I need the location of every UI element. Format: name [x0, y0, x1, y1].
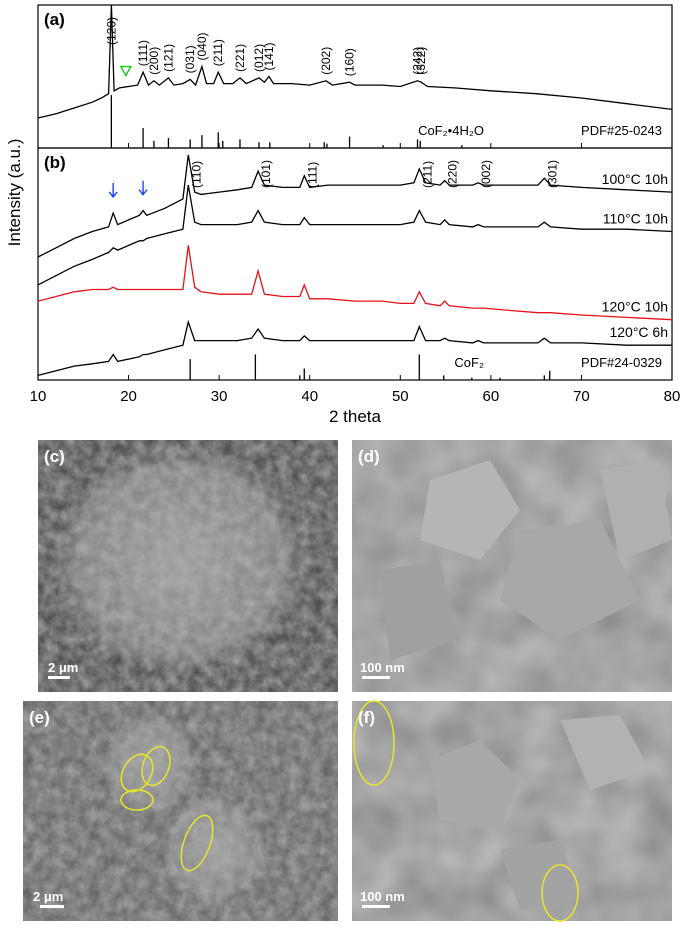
- peak-label: (242): [410, 47, 424, 75]
- peak-label: (211): [420, 161, 434, 188]
- x-tick-label: 70: [573, 388, 590, 405]
- peak-label: (040): [195, 32, 209, 60]
- y-axis-label: Intensity (a.u.): [5, 139, 24, 247]
- scale-bar-label: 2 μm: [33, 889, 63, 904]
- reference-card: PDF#24-0329: [581, 355, 662, 370]
- peak-label: (202): [319, 47, 333, 75]
- marker: [119, 65, 132, 77]
- panel-label: (c): [44, 447, 65, 466]
- x-tick-label: 60: [483, 388, 500, 405]
- scale-bar-label: 100 nm: [360, 889, 405, 904]
- xrd-curve: [37, 245, 673, 321]
- xrd-curve: [37, 4, 673, 119]
- peak-label: (160): [343, 48, 357, 76]
- peak-label: (301): [545, 160, 559, 188]
- xrd-curve: [37, 319, 672, 377]
- series-label: 100°C 10h: [602, 171, 668, 187]
- reference-name: CoF₂•4H₂O: [418, 123, 484, 138]
- reference-name: CoF₂: [454, 355, 484, 370]
- scale-bar-label: 100 nm: [360, 660, 405, 675]
- x-tick-label: 20: [120, 388, 137, 405]
- x-axis-label: 2 theta: [329, 407, 382, 426]
- peak-label: (211): [211, 39, 225, 66]
- x-tick-label: 30: [211, 388, 228, 405]
- panel-label: (b): [44, 153, 66, 172]
- reference-card: PDF#25-0243: [581, 123, 662, 138]
- panel-label: (d): [358, 447, 380, 466]
- peak-label: (121): [161, 44, 175, 72]
- series-label: 120°C 6h: [609, 324, 668, 340]
- peak-label: (101): [259, 160, 273, 188]
- panel-label: (e): [29, 708, 50, 727]
- peak-label: (012): [252, 44, 266, 72]
- series-label: 110°C 10h: [603, 211, 668, 227]
- peak-label: (322): [414, 47, 428, 75]
- xrd-curve: [37, 184, 673, 286]
- peak-label: (141): [262, 42, 276, 70]
- peak-label: (221): [233, 44, 247, 72]
- marker: [108, 182, 118, 199]
- panel-label: (a): [44, 10, 65, 29]
- peak-label: (031): [183, 45, 197, 73]
- peak-label: (120): [104, 17, 118, 45]
- plot-frame: [37, 147, 673, 381]
- series-label: 120°C 10h: [602, 299, 668, 315]
- scale-bar-label: 2 μm: [48, 660, 78, 675]
- x-tick-label: 50: [392, 388, 409, 405]
- peak-label: (111): [305, 162, 319, 188]
- peak-label: (200): [147, 47, 161, 75]
- panel-label: (f): [358, 708, 375, 727]
- x-tick-label: 80: [664, 388, 681, 405]
- peak-label: (220): [446, 160, 460, 188]
- marker: [138, 180, 148, 196]
- sem-d: (d) 100 nm: [352, 440, 672, 692]
- sem-e: (e) 2 μm: [23, 701, 338, 921]
- peak-label: (110): [189, 161, 203, 188]
- sem-c: (c) 2 μm: [38, 440, 338, 692]
- sem-f: (f) 100 nm: [352, 700, 672, 922]
- peak-label: (111): [136, 40, 150, 66]
- x-tick-label: 10: [30, 388, 47, 405]
- peak-label: (002): [479, 160, 493, 188]
- x-tick-label: 40: [301, 388, 318, 405]
- xrd-curve: [37, 154, 673, 258]
